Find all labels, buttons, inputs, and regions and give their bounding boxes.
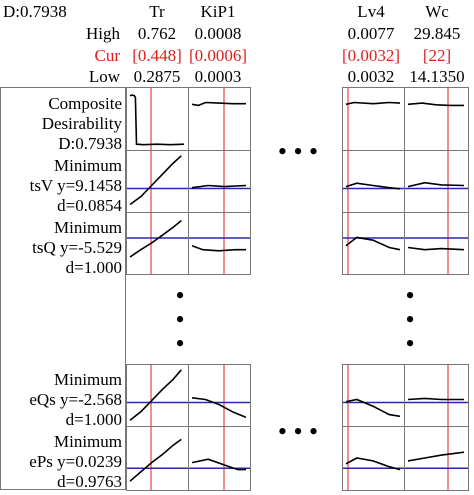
response-label-frame <box>0 87 126 490</box>
response-label-eqs-line2: eQs y=-2.568 <box>29 390 122 409</box>
cell-frame-eps-kip1 <box>188 426 251 491</box>
row-label-low: Low <box>88 67 120 86</box>
factor-name-kip1: KiP1 <box>200 2 236 21</box>
response-curve-eqs-wc <box>407 397 464 401</box>
factor-name-wc: Wc <box>425 2 449 21</box>
response-curve-tsv-wc <box>407 181 465 188</box>
cell-frame-eqs-lv4 <box>342 364 405 427</box>
response-curve-tsq-tr <box>129 219 182 258</box>
response-curve-tsq-kip1 <box>191 245 246 252</box>
response-label-tsv-line1: Minimum <box>53 156 122 175</box>
row-label-high: High <box>86 24 120 43</box>
factor-high-tr: 0.762 <box>137 24 177 43</box>
vertical-ellipsis-right-1: • <box>405 281 415 310</box>
response-curve-composite-kip1 <box>191 101 246 107</box>
response-label-eqs-line1: Minimum <box>53 370 122 389</box>
response-curve-tsq-wc <box>407 246 465 251</box>
response-label-tsq-line2: tsQ y=-5.529 <box>32 238 122 257</box>
factor-low-tr: 0.2875 <box>133 67 181 86</box>
response-label-eqs-line3: d=1.000 <box>65 410 122 429</box>
factor-name-lv4: Lv4 <box>357 2 385 21</box>
vertical-ellipsis-left-2: • <box>175 305 185 334</box>
response-curve-eps-wc <box>407 451 465 462</box>
response-curve-tsq-lv4 <box>345 236 401 251</box>
cell-frame-composite-wc <box>404 87 469 151</box>
cell-frame-tsv-tr <box>126 150 189 213</box>
cell-frame-tsv-wc <box>404 150 469 213</box>
cell-frame-tsq-wc <box>404 212 469 275</box>
response-label-tsv-line2: tsV y=9.1458 <box>29 176 122 195</box>
response-curve-eps-lv4 <box>345 457 401 471</box>
response-label-composite-line1: Composite <box>48 94 122 113</box>
response-curve-composite-tr <box>129 94 185 146</box>
vertical-ellipsis-right-2: • <box>405 305 415 334</box>
factor-cur-kip1: [0.0006] <box>188 46 248 65</box>
response-label-eps-line1: Minimum <box>53 432 122 451</box>
horizontal-ellipsis-bottom: • • • <box>277 417 319 446</box>
response-label-tsv-line3: d=0.0854 <box>57 196 122 215</box>
row-label-cur: Cur <box>94 46 121 65</box>
response-curve-tsv-tr <box>129 155 182 206</box>
factor-cur-wc: [22] <box>422 46 452 65</box>
response-curve-eqs-lv4 <box>345 398 401 418</box>
factor-cur-tr: [0.448] <box>132 46 182 65</box>
response-label-eps-line3: d=0.9763 <box>57 472 122 491</box>
cell-frame-eqs-kip1 <box>188 364 251 427</box>
response-label-composite-line3: D:0.7938 <box>58 134 122 153</box>
response-curve-eps-tr <box>129 438 182 482</box>
factor-high-lv4: 0.0077 <box>347 24 395 43</box>
horizontal-ellipsis-top: • • • <box>277 137 319 166</box>
vertical-ellipsis-left-1: • <box>175 281 185 310</box>
cell-frame-composite-kip1 <box>188 87 251 151</box>
vertical-ellipsis-right-3: • <box>405 329 415 358</box>
cell-frame-tsv-kip1 <box>188 150 251 213</box>
cell-frame-tsv-lv4 <box>342 150 405 213</box>
response-label-tsq-line1: Minimum <box>53 218 122 237</box>
factor-cur-lv4: [0.0032] <box>341 46 401 65</box>
vertical-ellipsis-left-3: • <box>175 329 185 358</box>
factor-low-wc: 14.1350 <box>409 67 465 86</box>
response-curve-tsv-kip1 <box>191 184 247 189</box>
factor-high-wc: 29.845 <box>413 24 461 43</box>
factor-high-kip1: 0.0008 <box>194 24 242 43</box>
response-curve-composite-lv4 <box>345 101 401 106</box>
response-curve-eps-kip1 <box>191 458 246 471</box>
cell-frame-tsq-lv4 <box>342 212 405 275</box>
response-label-composite-line2: Desirability <box>41 114 122 133</box>
overall-d-label: D:0.7938 <box>3 2 67 21</box>
factor-low-lv4: 0.0032 <box>347 67 395 86</box>
response-curve-eqs-kip1 <box>191 397 247 419</box>
response-curve-composite-wc <box>407 102 464 107</box>
cell-frame-composite-lv4 <box>342 87 405 151</box>
cell-frame-eqs-wc <box>404 364 469 427</box>
response-label-tsq-line3: d=1.000 <box>65 258 122 277</box>
response-curve-eqs-tr <box>129 369 182 421</box>
factor-low-kip1: 0.0003 <box>194 67 242 86</box>
response-curve-tsv-lv4 <box>345 182 401 190</box>
cell-frame-eps-wc <box>404 426 469 491</box>
response-label-eps-line2: ePs y=0.0239 <box>29 452 122 471</box>
factor-name-tr: Tr <box>149 2 165 21</box>
cell-frame-tsq-kip1 <box>188 212 251 275</box>
cell-frame-eps-lv4 <box>342 426 405 491</box>
